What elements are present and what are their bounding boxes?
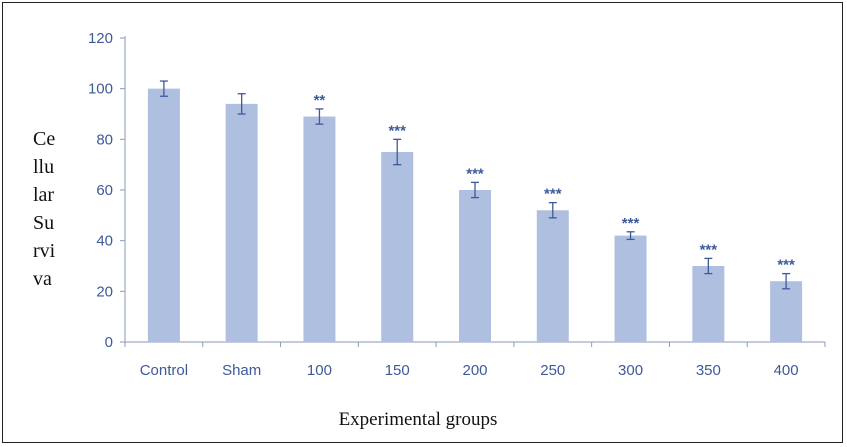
bar-150	[381, 152, 414, 342]
y-tick-label: 60	[96, 182, 113, 199]
x-tick-label: 300	[618, 362, 643, 379]
y-axis-ticks: 0 20 40 60 80 100 120	[88, 30, 125, 351]
bar-100	[303, 116, 336, 343]
x-axis-ticks: Control Sham 100 150 200 250 300 350 400	[140, 362, 799, 379]
x-tick-label: Sham	[222, 362, 261, 379]
y-tick-label: 80	[96, 131, 113, 148]
significance-label: ***	[777, 257, 795, 274]
significance-label: ***	[466, 165, 484, 182]
bar-sham	[225, 103, 258, 342]
y-axis-label-line: lar	[33, 184, 54, 206]
y-tick-label: 120	[88, 30, 113, 47]
x-tick-label: 100	[307, 362, 332, 379]
significance-markers: ********************	[314, 92, 795, 274]
bar-300	[614, 235, 647, 342]
bars	[147, 88, 803, 343]
bar-200	[459, 190, 491, 342]
significance-label: **	[314, 92, 326, 109]
y-axis-label: Ce llu lar Su rvi va	[33, 128, 56, 290]
y-axis-label-line: llu	[33, 156, 54, 178]
x-axis-label: Experimental groups	[339, 409, 498, 430]
bar-250	[536, 210, 569, 342]
y-axis-label-line: rvi	[33, 240, 56, 262]
significance-label: ***	[388, 122, 406, 139]
chart-frame: Ce llu lar Su rvi va 0 20 40 60 80 100 120 ** *** ***…	[2, 2, 843, 443]
x-tick-label: 250	[540, 362, 565, 379]
bar-400	[770, 281, 803, 342]
y-axis-label-line: Su	[33, 212, 54, 234]
x-tick-label: 400	[774, 362, 799, 379]
y-axis-label-line: Ce	[33, 128, 55, 150]
significance-label: ***	[544, 186, 562, 203]
bar-350	[692, 266, 725, 342]
y-axis-label-line: va	[33, 268, 52, 290]
y-tick-label: 40	[96, 233, 113, 250]
x-tick-label: Control	[140, 362, 188, 379]
y-tick-label: 100	[88, 81, 113, 98]
significance-label: ***	[622, 215, 640, 232]
x-tick-label: 150	[385, 362, 410, 379]
bar-control	[147, 88, 180, 343]
significance-label: ***	[700, 241, 718, 258]
x-tick-label: 350	[696, 362, 721, 379]
error-bars	[159, 80, 791, 290]
y-tick-label: 0	[105, 334, 113, 351]
y-tick-label: 20	[96, 283, 113, 300]
x-tick-label: 200	[462, 362, 487, 379]
